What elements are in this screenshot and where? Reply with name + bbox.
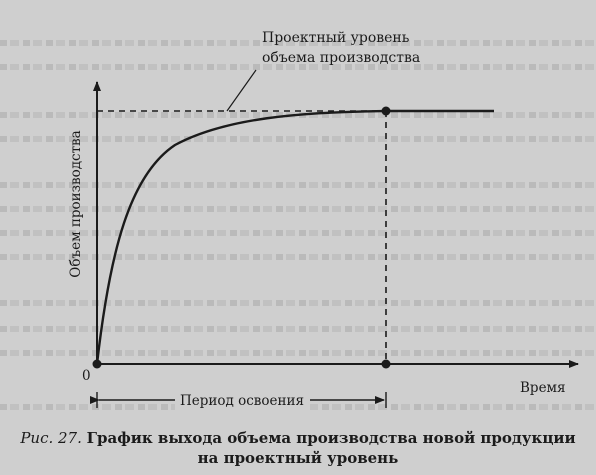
caption-title-line1: График выхода объема производства новой … <box>86 429 576 447</box>
y-axis-label: Объем производства <box>68 130 84 277</box>
caption-title-line2: на проектный уровень <box>197 449 399 467</box>
bleed-through-text <box>0 136 596 142</box>
bleed-through-text <box>0 40 596 46</box>
level-label-leader <box>226 69 257 112</box>
production-volume-curve <box>95 109 494 365</box>
level-label-line1: Проектный уровень <box>262 30 410 46</box>
level-label-line2: объема производства <box>262 50 420 66</box>
caption-line1: Рис. 27. График выхода объема производст… <box>0 428 596 448</box>
bleed-through-text <box>0 254 596 260</box>
bleed-through-text <box>0 206 596 212</box>
x-axis-label: Время <box>520 380 566 396</box>
bleed-through-text <box>0 326 596 332</box>
period-label: Период освоения <box>180 393 304 409</box>
origin-label: 0 <box>82 368 91 384</box>
figure-caption: Рис. 27. График выхода объема производст… <box>0 428 596 468</box>
design-level-point <box>381 106 391 116</box>
period-label-background <box>175 389 310 411</box>
bleed-through-text <box>0 182 596 188</box>
bleed-through-text <box>0 300 596 306</box>
origin-point <box>92 359 102 369</box>
bleed-through-text <box>0 64 596 70</box>
end-of-period-point <box>381 359 391 369</box>
figure-number: Рис. 27. <box>20 429 82 447</box>
bleed-through-text <box>0 350 596 356</box>
bleed-through-text <box>0 230 596 236</box>
